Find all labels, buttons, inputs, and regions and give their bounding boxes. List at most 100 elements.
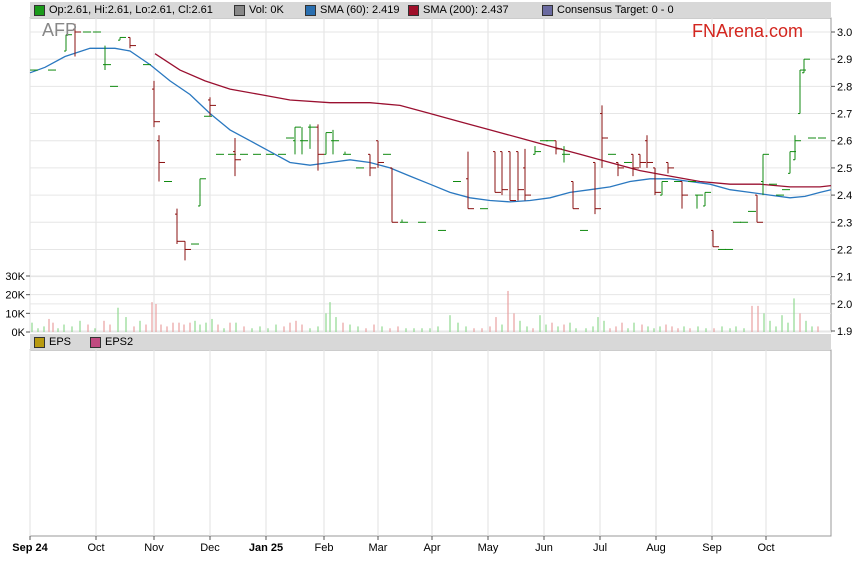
- month-label: Nov: [144, 542, 164, 554]
- price-bar: [653, 167, 661, 196]
- price-bar: [645, 135, 653, 168]
- volume-tick-label: 20K: [5, 290, 25, 302]
- eps-legend-item-0: EPS: [34, 336, 71, 348]
- legend-label: Consensus Target: 0 - 0: [557, 4, 674, 16]
- price-bar: [638, 153, 646, 168]
- price-tick-label: 2.9: [837, 54, 852, 66]
- price-bar: [198, 178, 206, 207]
- price-bar: [600, 105, 608, 168]
- legend-label: SMA (200): 2.437: [423, 4, 509, 16]
- price-tick-label: 2.7: [837, 109, 852, 121]
- price-bar: [493, 151, 501, 193]
- month-label: Feb: [315, 542, 334, 554]
- price-bar: [523, 148, 531, 201]
- price-bar: [631, 153, 639, 177]
- month-label: Sep 24: [12, 542, 48, 554]
- price-bar: [343, 151, 351, 155]
- ticker-symbol: AFP: [42, 20, 78, 40]
- price-legend-item-0: Op:2.61, Hi:2.61, Lo:2.61, Cl:2.61: [34, 4, 213, 16]
- eps-legend-bar: EPS EPS2: [30, 334, 831, 350]
- price-bar: [562, 146, 570, 163]
- legend-swatch: [234, 4, 245, 16]
- price-bar: [516, 151, 524, 201]
- price-bar: [73, 23, 81, 57]
- chart-grid: [29, 17, 832, 537]
- month-label: Sep: [702, 542, 722, 554]
- price-bar: [103, 45, 111, 71]
- price-bar: [802, 58, 810, 74]
- legend-swatch: [542, 4, 553, 16]
- sma60-layer: [29, 47, 832, 203]
- eps-panel-frame: [29, 349, 832, 537]
- price-tick-label: 2.8: [837, 81, 852, 93]
- legend-swatch: [90, 336, 101, 348]
- legend-label: EPS: [49, 336, 72, 348]
- price-tick-label: 2.5: [837, 163, 852, 175]
- sma200-layer: [154, 53, 832, 188]
- price-bar: [660, 181, 668, 196]
- volume-tick-label: 0K: [12, 327, 26, 339]
- price-bar: [293, 126, 301, 155]
- price-tick-label: 2.2: [837, 244, 852, 256]
- legend-swatch: [34, 4, 45, 16]
- price-bar: [755, 194, 763, 223]
- legend-swatch: [305, 4, 316, 16]
- price-tick-label: 2.4: [837, 190, 852, 202]
- price-bar: [761, 153, 769, 196]
- price-bar: [316, 124, 324, 171]
- month-label: Aug: [646, 542, 666, 554]
- price-tick-label: 3.0: [837, 27, 852, 39]
- price-bar: [593, 161, 601, 215]
- legend-label: EPS2: [105, 336, 134, 348]
- price-bar: [508, 151, 516, 202]
- price-legend-item-3: SMA (200): 2.437: [408, 4, 509, 16]
- price-bar: [711, 229, 719, 248]
- brand-logo: FNArena.com: [692, 21, 804, 41]
- legend-label: SMA (60): 2.419: [320, 4, 400, 16]
- price-bar: [300, 127, 308, 155]
- price-bar: [554, 140, 562, 155]
- sma200-line: [154, 53, 832, 188]
- price-legend-item-1: Vol: 0K: [234, 4, 284, 16]
- price-bar: [128, 36, 136, 49]
- month-label: Dec: [200, 542, 220, 554]
- legend-label: Op:2.61, Hi:2.61, Lo:2.61, Cl:2.61: [49, 4, 213, 16]
- price-legend-item-4: Consensus Target: 0 - 0: [542, 4, 674, 16]
- price-bar: [368, 153, 376, 177]
- legend-swatch: [34, 336, 45, 348]
- sma60-line: [29, 47, 832, 203]
- price-bar: [466, 151, 474, 210]
- month-label: Mar: [369, 542, 388, 554]
- price-legend-bar: Op:2.61, Hi:2.61, Lo:2.61, Cl:2.61 Vol: 0…: [30, 2, 831, 18]
- price-bar: [666, 161, 674, 174]
- price-bars: [30, 23, 826, 261]
- price-tick-label: 2.1: [837, 272, 852, 284]
- price-bar: [616, 161, 624, 177]
- price-bar: [793, 135, 801, 161]
- price-bar: [533, 146, 541, 155]
- price-bar: [64, 34, 72, 52]
- price-bar: [324, 132, 332, 155]
- price-bar: [331, 129, 339, 155]
- price-bar: [183, 240, 191, 261]
- month-label: Oct: [757, 542, 774, 554]
- price-bar: [175, 208, 183, 245]
- price-bar: [152, 80, 160, 128]
- eps-legend-item-1: EPS2: [90, 336, 133, 348]
- price-tick-label: 2.6: [837, 136, 852, 148]
- month-label: Oct: [87, 542, 104, 554]
- price-bar: [703, 191, 711, 207]
- price-bar: [118, 36, 126, 41]
- price-bar: [798, 69, 806, 115]
- month-label: Jul: [593, 542, 607, 554]
- price-bar: [157, 135, 165, 182]
- price-bar: [400, 219, 408, 223]
- price-bar: [390, 167, 398, 223]
- month-label: Jun: [535, 542, 553, 554]
- price-tick-label: 1.9: [837, 326, 852, 338]
- month-label: Jan 25: [249, 542, 283, 554]
- price-bar: [376, 140, 384, 168]
- price-bar: [695, 194, 703, 209]
- price-bar: [233, 138, 241, 177]
